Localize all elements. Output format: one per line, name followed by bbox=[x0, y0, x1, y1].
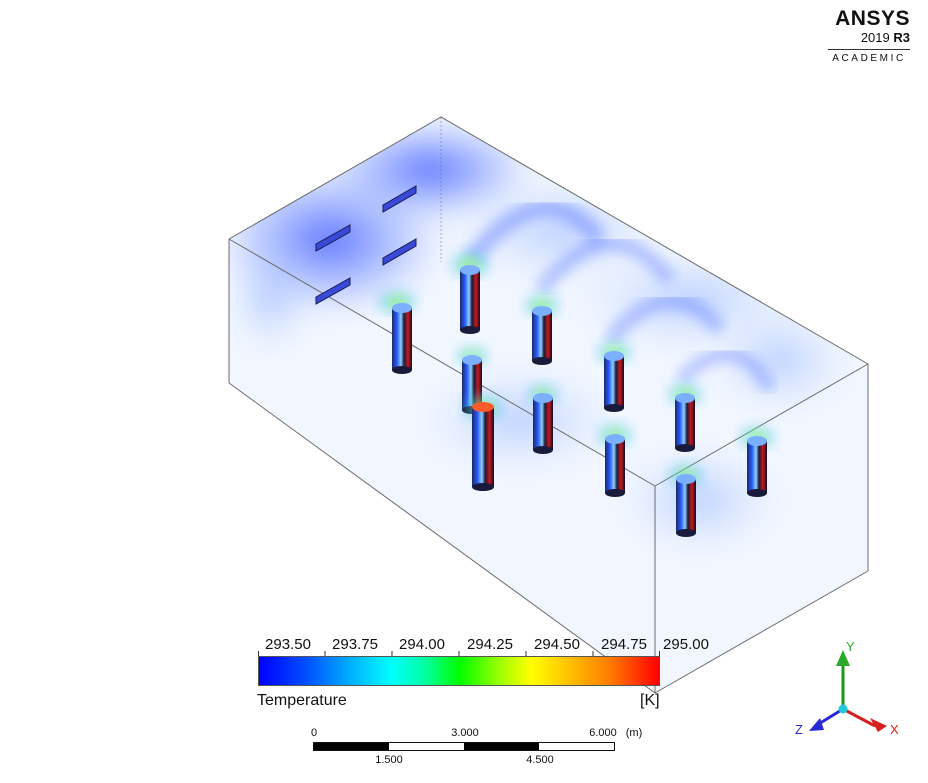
legend-tick: 293.75 bbox=[332, 636, 378, 653]
y-axis-label: Y bbox=[846, 639, 855, 654]
logo-divider bbox=[828, 49, 910, 50]
legend-unit-label: [K] bbox=[640, 692, 660, 709]
scale-segment bbox=[389, 743, 464, 750]
x-axis-label: X bbox=[890, 722, 899, 737]
scale-segment bbox=[539, 743, 614, 750]
logo-brand: ANSYS bbox=[835, 7, 910, 30]
air-vents bbox=[315, 185, 417, 305]
logo-edition: ACADEMIC bbox=[832, 53, 906, 64]
logo-version: 2019 R3 bbox=[828, 30, 910, 45]
legend-tick: 294.75 bbox=[601, 636, 647, 653]
axis-triad[interactable]: Y X Z bbox=[790, 636, 910, 746]
scale-label: 6.000 bbox=[589, 727, 617, 739]
legend-tick: 295.00 bbox=[663, 636, 709, 653]
heat-sources bbox=[375, 246, 777, 537]
scale-label: 0 bbox=[310, 727, 318, 739]
scale-unit: (m) bbox=[625, 727, 643, 739]
ansys-logo: ANSYS 2019 R3 ACADEMIC bbox=[828, 8, 910, 64]
scale-label: 1.500 bbox=[375, 754, 403, 766]
scale-segment bbox=[464, 743, 539, 750]
scale-segment bbox=[314, 743, 389, 750]
scale-label: 4.500 bbox=[526, 754, 554, 766]
triad-arrows bbox=[809, 650, 887, 732]
legend-tick: 294.25 bbox=[467, 636, 513, 653]
z-axis-label: Z bbox=[795, 722, 803, 737]
legend-tick: 293.50 bbox=[265, 636, 311, 653]
logo-release: R3 bbox=[893, 30, 910, 45]
scale-bar bbox=[313, 742, 615, 751]
logo-year: 2019 bbox=[860, 30, 890, 45]
legend-colorbar bbox=[258, 656, 660, 686]
legend-variable-label: Temperature bbox=[257, 692, 347, 709]
scale-label: 3.000 bbox=[451, 727, 479, 739]
legend-tick: 294.00 bbox=[399, 636, 445, 653]
legend-tick: 294.50 bbox=[534, 636, 580, 653]
